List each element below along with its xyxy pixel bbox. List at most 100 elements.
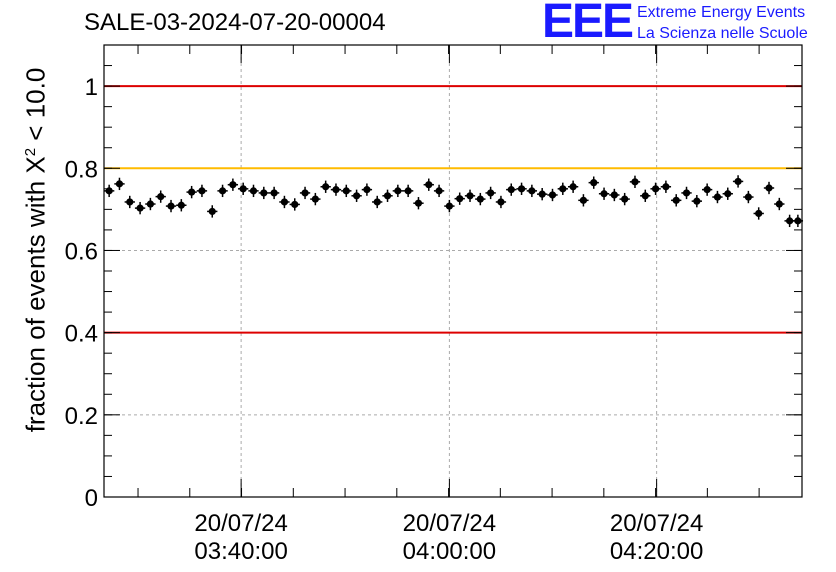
point-marker	[765, 184, 773, 192]
point-marker	[218, 187, 227, 195]
point-marker	[548, 191, 557, 199]
data-point	[691, 194, 702, 208]
data-point	[681, 186, 692, 200]
point-marker	[342, 187, 350, 195]
logo-text-line2: La Scienza nelle Scuole	[637, 25, 808, 42]
point-marker	[744, 193, 752, 201]
data-points	[104, 175, 804, 228]
data-point	[743, 190, 754, 204]
data-point	[506, 183, 517, 196]
point-marker	[425, 181, 433, 189]
point-marker	[136, 204, 144, 212]
point-marker	[497, 198, 505, 206]
point-marker	[662, 183, 670, 191]
data-point	[732, 175, 744, 188]
point-marker	[208, 207, 216, 216]
y-tick-label: 1	[85, 74, 98, 101]
data-point	[784, 214, 795, 228]
point-marker	[610, 191, 618, 199]
grid-layer	[104, 45, 802, 497]
data-point	[320, 180, 331, 193]
eee-logo-letters: EEE	[542, 0, 634, 48]
x-tick-label-date: 20/07/24	[610, 510, 703, 537]
data-point	[753, 207, 764, 220]
data-point	[413, 197, 424, 210]
point-marker	[270, 189, 278, 197]
point-marker	[794, 217, 802, 225]
point-marker	[590, 179, 598, 187]
data-point	[207, 205, 218, 218]
data-point	[248, 184, 259, 198]
point-marker	[373, 198, 381, 206]
data-point	[660, 180, 672, 193]
data-point	[619, 192, 630, 206]
point-marker	[682, 189, 691, 197]
data-point	[557, 182, 568, 195]
point-marker	[105, 187, 113, 195]
point-marker	[528, 187, 536, 195]
point-marker	[734, 177, 742, 186]
data-point	[341, 184, 352, 198]
logo-text-line1: Extreme Energy Events	[637, 4, 806, 21]
x-tick-label-date: 20/07/24	[403, 510, 496, 537]
axis-ticks	[104, 44, 802, 498]
data-point	[227, 178, 239, 191]
point-marker	[538, 190, 546, 198]
data-point	[155, 190, 166, 203]
data-point	[361, 183, 373, 196]
data-point	[640, 189, 651, 202]
data-point	[485, 186, 496, 200]
data-point	[454, 192, 465, 205]
data-point	[310, 192, 321, 206]
data-point	[629, 175, 641, 188]
point-marker	[517, 185, 526, 193]
data-point	[475, 192, 486, 206]
y-tick-label: 0.8	[65, 156, 98, 183]
point-marker	[724, 190, 732, 198]
data-point	[258, 186, 269, 200]
data-point	[701, 183, 713, 196]
point-marker	[301, 189, 309, 197]
data-point	[567, 180, 579, 193]
x-tick-label-time: 04:20:00	[610, 538, 703, 565]
point-marker	[755, 209, 763, 218]
data-point	[299, 186, 311, 200]
point-marker	[394, 187, 402, 195]
point-marker	[569, 183, 577, 191]
point-marker	[435, 187, 443, 195]
point-marker	[579, 196, 588, 204]
point-marker	[332, 186, 340, 194]
data-point	[351, 189, 362, 202]
point-marker	[404, 187, 412, 195]
eee-logo: EEE Extreme Energy Events La Scienza nel…	[542, 0, 832, 48]
point-marker	[600, 190, 608, 198]
point-marker	[383, 192, 392, 200]
point-marker	[157, 193, 165, 201]
point-marker	[188, 188, 196, 196]
data-point	[196, 184, 208, 198]
point-marker	[621, 195, 629, 203]
point-marker	[229, 181, 237, 189]
data-point	[372, 195, 383, 209]
point-marker	[198, 187, 206, 195]
data-point	[124, 195, 135, 209]
data-point	[763, 181, 775, 195]
point-marker	[693, 197, 701, 205]
data-point	[464, 189, 476, 202]
data-point	[609, 188, 620, 202]
y-tick-label: 0	[85, 485, 98, 512]
point-marker	[280, 198, 289, 206]
data-point	[114, 177, 125, 191]
data-point	[134, 201, 146, 215]
point-marker	[414, 199, 423, 207]
point-marker	[167, 202, 175, 210]
point-marker	[311, 195, 319, 203]
point-marker	[352, 192, 361, 200]
data-point	[392, 184, 403, 198]
data-point	[423, 178, 434, 191]
y-tick-label: 0.4	[65, 321, 98, 348]
data-point	[217, 184, 228, 198]
data-point	[268, 186, 280, 200]
data-point	[145, 197, 156, 211]
data-point	[433, 184, 445, 198]
